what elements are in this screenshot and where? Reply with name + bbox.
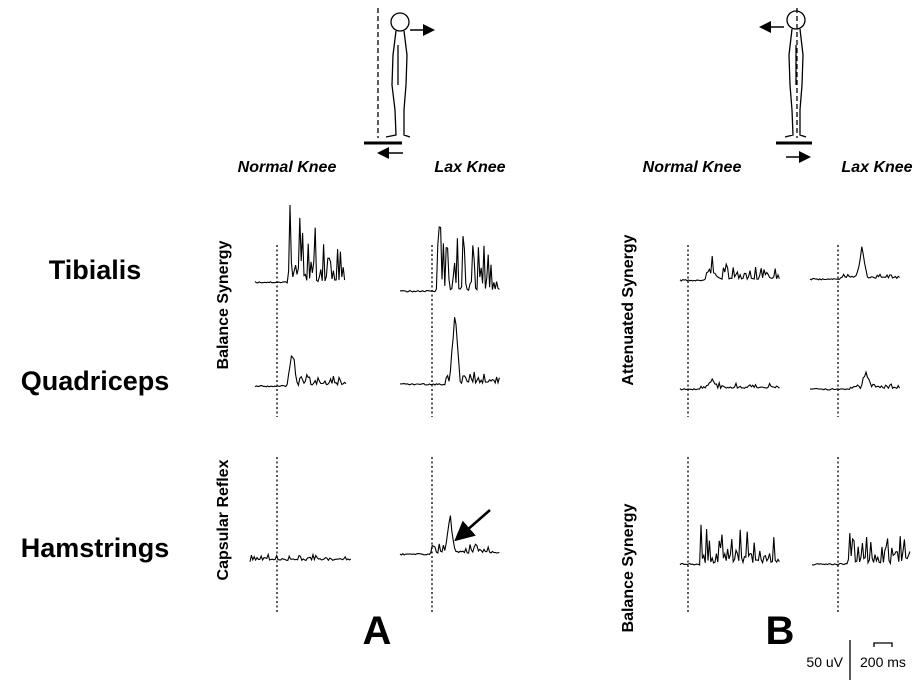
emg-trace: [679, 377, 780, 391]
row-label: Quadriceps: [21, 366, 170, 396]
emg-trace: [254, 204, 346, 284]
emg-trace: [399, 317, 500, 386]
side-label: Balance Synergy: [215, 240, 232, 369]
human-figure: [364, 8, 435, 159]
side-label: Attenuated Synergy: [620, 234, 637, 385]
column-header: Normal Knee: [238, 159, 337, 176]
arrow: [454, 509, 491, 542]
column-header: Lax Knee: [434, 159, 505, 176]
column-header: Normal Knee: [643, 159, 742, 176]
row-label: Hamstrings: [21, 533, 170, 563]
emg-trace: [254, 354, 347, 388]
panel-label: A: [363, 609, 392, 653]
emg-trace: [400, 226, 500, 293]
scale-time: 200 ms: [860, 654, 906, 670]
emg-trace: [810, 370, 901, 391]
side-label: Balance Synergy: [620, 503, 637, 632]
onset-lines: [276, 245, 839, 612]
emg-trace: [679, 524, 780, 566]
emg-trace: [249, 552, 352, 562]
scale-amplitude: 50 uV: [806, 654, 843, 670]
emg-trace: [399, 515, 500, 556]
panel-label: B: [766, 609, 795, 653]
emg-trace: [679, 256, 780, 282]
emg-trace: [811, 533, 911, 566]
emg-trace: [809, 246, 900, 281]
column-header: Lax Knee: [841, 159, 912, 176]
side-label: Capsular Reflex: [215, 459, 232, 580]
scale-line: [873, 642, 893, 647]
human-figure: [759, 8, 812, 163]
row-label: Tibialis: [49, 255, 142, 285]
emg-traces: [249, 204, 911, 566]
